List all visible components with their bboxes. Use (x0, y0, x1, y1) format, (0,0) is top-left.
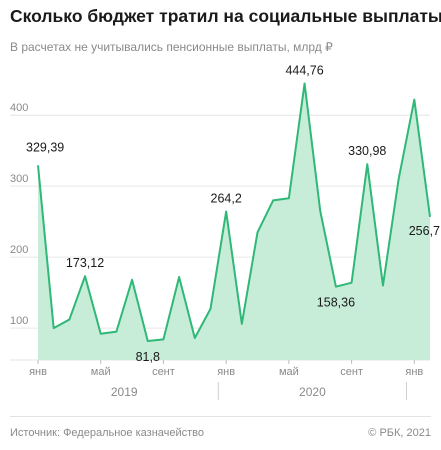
footer-divider (10, 416, 431, 417)
x-tick-label: янв (405, 366, 423, 378)
y-tick-label: 100 (10, 315, 28, 327)
data-point (162, 338, 164, 340)
series-area (38, 83, 430, 361)
x-tick-label: май (91, 366, 111, 378)
data-point (382, 285, 384, 287)
area-chart: 100 200 300 400 янв май сент янв май сент янв 2019 2… (10, 63, 440, 400)
data-point (413, 99, 415, 101)
data-point (272, 199, 274, 201)
data-label: 173,12 (66, 256, 104, 270)
data-point (131, 279, 133, 281)
data-point (366, 163, 368, 165)
year-label: 2020 (299, 385, 326, 399)
data-point (257, 231, 259, 233)
series-line (37, 82, 431, 342)
data-point (194, 337, 196, 339)
data-point (241, 323, 243, 325)
data-point (319, 210, 321, 212)
data-point (335, 286, 337, 288)
x-tick-label: сент (152, 366, 175, 378)
data-point (100, 333, 102, 335)
data-label: 330,98 (348, 144, 386, 158)
data-point (178, 276, 180, 278)
data-label: 444,76 (285, 63, 323, 77)
data-point (398, 178, 400, 180)
data-point (147, 340, 149, 342)
source-note: Источник: Федеральное казначейство (10, 427, 205, 439)
year-label: 2019 (111, 385, 138, 399)
data-point (115, 331, 117, 333)
data-point (68, 319, 70, 321)
y-tick-label: 300 (10, 173, 28, 185)
data-label: 158,36 (317, 296, 355, 310)
y-tick-label: 400 (10, 102, 28, 114)
data-point (429, 216, 431, 218)
x-tick-label: янв (217, 366, 235, 378)
data-point (304, 82, 306, 84)
x-tick-label: сент (340, 366, 363, 378)
data-point (225, 211, 227, 213)
copyright: © РБК, 2021 (368, 427, 431, 439)
chart-subtitle: В расчетах не учитывались пенсионные вып… (10, 40, 333, 54)
data-point (288, 197, 290, 199)
data-label: 329,39 (26, 140, 64, 154)
x-tick-label: май (279, 366, 299, 378)
y-tick-label: 200 (10, 244, 28, 256)
data-point (84, 275, 86, 277)
data-point (37, 164, 39, 166)
x-tick-label: янв (29, 366, 47, 378)
data-label: 81,8 (136, 350, 160, 364)
data-point (209, 308, 211, 310)
data-point (351, 282, 353, 284)
data-label: 256,7 (409, 224, 440, 238)
chart-title: Сколько бюджет тратил на социальные выпл… (10, 6, 441, 26)
data-label: 264,2 (211, 192, 242, 206)
data-point (53, 327, 55, 329)
